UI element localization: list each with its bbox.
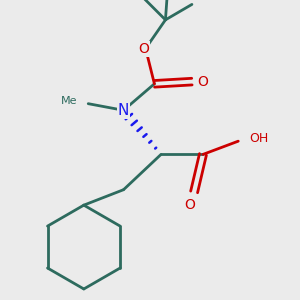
Text: OH: OH xyxy=(249,133,268,146)
Text: O: O xyxy=(184,198,195,212)
Text: N: N xyxy=(118,103,129,118)
Text: O: O xyxy=(197,75,208,88)
Text: Me: Me xyxy=(61,97,77,106)
Text: O: O xyxy=(138,41,149,56)
